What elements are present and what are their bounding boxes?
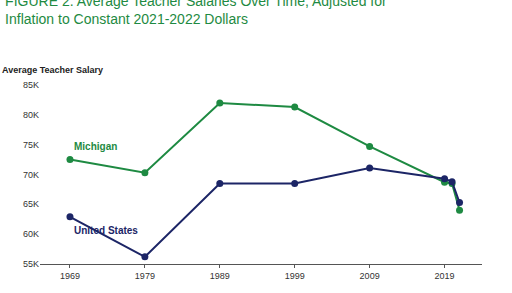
svg-text:55K: 55K [23,259,39,269]
svg-text:70K: 70K [23,170,39,180]
svg-text:75K: 75K [23,140,39,150]
svg-text:1969: 1969 [60,271,80,281]
svg-text:2019: 2019 [435,271,455,281]
svg-text:60K: 60K [23,229,39,239]
svg-text:Average Teacher Salary: Average Teacher Salary [2,65,103,75]
svg-text:1979: 1979 [135,271,155,281]
svg-text:Michigan: Michigan [74,141,117,152]
svg-text:80K: 80K [23,110,39,120]
svg-text:United States: United States [74,225,138,236]
svg-text:85K: 85K [23,80,39,90]
svg-text:65K: 65K [23,199,39,209]
svg-text:1989: 1989 [210,271,230,281]
svg-text:2009: 2009 [360,271,380,281]
svg-text:FIGURE 2. Average Teacher Sala: FIGURE 2. Average Teacher Salaries Over … [5,0,387,27]
svg-text:1999: 1999 [285,271,305,281]
